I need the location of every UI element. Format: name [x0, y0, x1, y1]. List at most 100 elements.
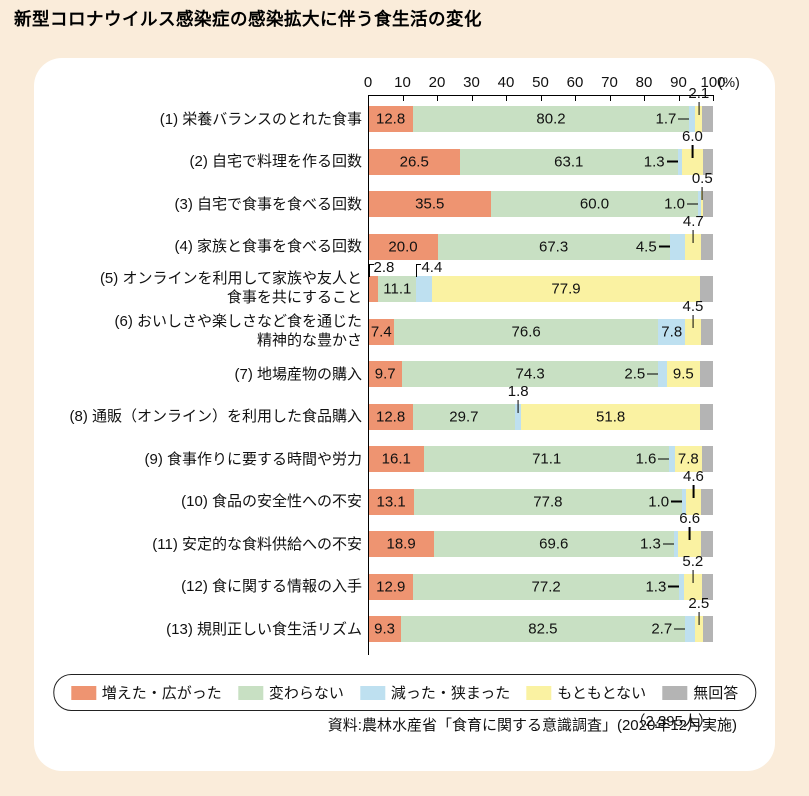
- leader-line: [678, 118, 690, 120]
- segment-value-label: 12.8: [375, 408, 406, 425]
- bar-segment-none_originally: 0.5: [692, 171, 713, 217]
- segment-value-label: 1.6: [635, 452, 670, 467]
- bar-segment-no_answer: [700, 318, 714, 345]
- segment-value-label: 7.8: [677, 450, 699, 468]
- bar-segment-decreased: 2.5: [624, 361, 667, 387]
- bar: 26.5 63.1 1.3 6.0: [368, 129, 714, 175]
- leader-line: [692, 569, 694, 583]
- segment-value-label: 60.0: [579, 195, 610, 213]
- bar-segment-unchanged: 11.1: [378, 276, 417, 302]
- leader-line: [658, 245, 670, 248]
- segment-value-label: 9.3: [374, 620, 395, 638]
- row-label: (8) 通販（オンライン）を利用した食品購入: [69, 408, 362, 425]
- bar-row: (9) 食事作りに要する時間や労力 16.1 71.1 1.6 7.8: [0, 432, 809, 475]
- bar-segment-increased: 16.1: [368, 446, 425, 472]
- bar-segment-no_answer: [701, 446, 714, 472]
- bar-segment-increased: 35.5: [368, 191, 491, 217]
- bar: 9.7 74.3 2.5 9.5: [368, 361, 714, 387]
- x-axis-tick: [575, 96, 577, 101]
- segment-value-label: 76.6: [511, 323, 541, 340]
- bar-row: (3) 自宅で食事を食べる回数 35.5 60.0 1.0 0.5: [0, 171, 809, 220]
- segment-value-label: 2.5: [624, 367, 659, 382]
- bar-segment-decreased: 1.3: [644, 148, 683, 175]
- segment-value-label: 2.5: [688, 596, 709, 625]
- x-axis-unit-label: (%): [718, 74, 740, 90]
- x-axis-tick-label: 20: [428, 74, 446, 91]
- bar: 7.4 76.6 7.8 4.5: [368, 299, 714, 345]
- bar-segment-no_answer: [703, 616, 714, 642]
- bar-segment-no_answer: [702, 106, 714, 132]
- leader-line: [698, 102, 700, 115]
- bar-segment-none_originally: 77.9: [431, 276, 701, 302]
- bar-segment-none_originally: 4.6: [683, 469, 704, 515]
- segment-value-label: 9.5: [672, 365, 694, 383]
- bar: 18.9 69.6 1.3 6.6: [368, 511, 714, 557]
- segment-value-label: 1.3: [645, 579, 680, 594]
- segment-value-label: 18.9: [386, 535, 416, 553]
- leader-line: [674, 628, 686, 630]
- sample-size-note: （2,395人）: [630, 713, 713, 730]
- bar-segment-no_answer: [701, 573, 714, 600]
- bar-row: (13) 規則正しい食生活リズム 9.3 82.5 2.7 2.5: [0, 596, 809, 645]
- segment-value-label: 7.4: [370, 323, 392, 340]
- segment-value-label: 11.1: [383, 280, 412, 298]
- bar-segment-decreased: 2.7: [651, 616, 695, 642]
- legend-label: もともとない: [557, 685, 647, 702]
- legend-label: 増えた・広がった: [101, 685, 222, 702]
- bar-segment-unchanged: 82.5: [400, 616, 686, 642]
- leader-line: [658, 458, 670, 460]
- bar: 12.9 77.2 1.3 5.2: [368, 554, 714, 600]
- row-label: (3) 自宅で食事を食べる回数: [174, 195, 362, 213]
- bar-segment-decreased: 1.7: [655, 106, 696, 132]
- x-axis-tick: [471, 96, 473, 101]
- segment-value-label: 1.3: [644, 154, 678, 169]
- segment-value-label: 80.2: [536, 110, 566, 128]
- bar-segment-none_originally: 9.5: [666, 361, 700, 387]
- row-label: (2) 自宅で料理を作る回数: [189, 153, 362, 170]
- bar-row: (5) オンラインを利用して家族や友人と 食事を共にすること 2.8 11.1 4.4 7…: [0, 260, 809, 306]
- segment-value-label: 6.6: [679, 511, 700, 540]
- bar-segment-none_originally: 2.5: [688, 596, 709, 642]
- leader-line: [671, 500, 683, 503]
- legend-item: もともとない: [526, 682, 646, 703]
- bar: 35.5 60.0 1.0 0.5: [368, 171, 714, 217]
- segment-value-label: 4.4: [416, 260, 442, 277]
- x-axis-tick: [437, 96, 439, 101]
- x-axis-tick: [402, 96, 404, 101]
- bar-row: (6) おいしさや楽しさなど食を通じた 精神的な豊かさ 7.4 76.6 7.8 4.5: [0, 299, 809, 349]
- legend-label: 変わらない: [268, 685, 344, 702]
- bar: 13.1 77.8 1.0 4.6: [368, 469, 714, 515]
- bar-segment-no_answer: [699, 361, 714, 387]
- bar-segment-none_originally: 51.8: [521, 403, 701, 430]
- x-axis: 0 10 20 30 40 50 60 70 80 90 100 (%): [0, 66, 809, 101]
- segment-value-label: 77.8: [533, 493, 563, 510]
- row-label: (7) 地場産物の購入: [234, 365, 362, 383]
- segment-value-label: 4.6: [683, 469, 704, 498]
- segment-value-label: 1.0: [664, 197, 698, 212]
- x-axis-tick-label: 10: [394, 74, 411, 91]
- row-label: (11) 安定的な食料供給への不安: [152, 535, 362, 553]
- bar-row: (10) 食品の安全性への不安 13.1 77.8 1.0 4.6: [0, 469, 809, 517]
- leader-line: [662, 543, 674, 545]
- leader-line: [368, 264, 374, 277]
- legend-label: 減った・狭まった: [390, 685, 511, 702]
- x-axis-tick: [540, 96, 542, 101]
- segment-value-label: 67.3: [538, 238, 569, 255]
- segment-value-label: 77.2: [531, 578, 561, 595]
- bar-segment-none_originally: 5.2: [682, 554, 703, 600]
- bar-segment-increased: 12.8: [368, 106, 413, 132]
- bar-segment-none_originally: 4.7: [683, 214, 704, 260]
- x-axis-tick-label: 80: [635, 74, 653, 91]
- x-axis-tick-label: 30: [463, 74, 480, 91]
- legend-item: 増えた・広がった: [70, 682, 222, 703]
- bar-segment-none_originally: 6.0: [682, 129, 703, 175]
- x-axis-tick-label: 70: [601, 74, 618, 91]
- segment-value-label: 4.5: [683, 299, 703, 328]
- bar-segment-decreased: 4.5: [636, 233, 686, 260]
- bar: 2.8 11.1 4.4 77.9: [368, 260, 714, 302]
- bar-segment-unchanged: 77.8: [413, 488, 683, 515]
- bar-segment-decreased: 1.3: [640, 531, 679, 557]
- row-label: (12) 食に関する情報の入手: [181, 578, 362, 595]
- bar-segment-increased: 2.8: [368, 260, 394, 302]
- x-axis-line: [368, 94, 714, 96]
